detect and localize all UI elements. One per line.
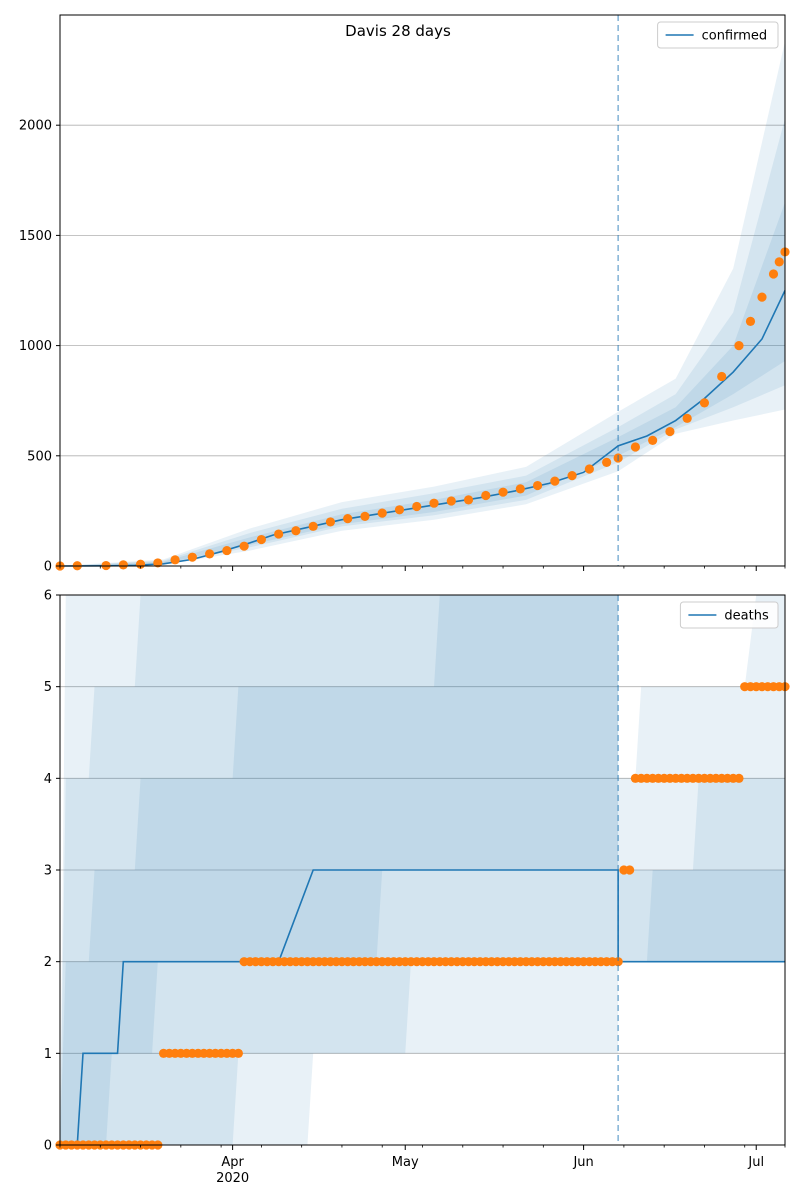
y-axis-ticks: 0 1 2 3 4 5 6: [44, 589, 60, 1154]
observed-point: [446, 496, 456, 506]
observed-point: [118, 560, 128, 570]
y-tick-label: 1: [44, 1047, 52, 1062]
observed-point: [343, 514, 353, 524]
x-tick-label: Jul: [747, 1155, 764, 1170]
observed-point: [757, 292, 767, 302]
axes-border: [59, 14, 786, 567]
legend: deaths: [679, 601, 779, 629]
y-tick-label: 0: [44, 560, 52, 575]
y-tick-label: 1000: [19, 339, 52, 354]
observed-point: [481, 490, 491, 501]
observed-points: [55, 682, 790, 1150]
observed-point: [153, 558, 163, 568]
observed-point: [515, 484, 525, 494]
x-axis-ticks: [59, 566, 786, 571]
observed-point: [135, 559, 146, 569]
observed-point: [584, 464, 594, 474]
y-tick-label: 4: [44, 772, 52, 787]
confidence-bands: [60, 41, 785, 567]
legend-label: confirmed: [702, 29, 768, 44]
observed-point: [774, 257, 784, 267]
observed-point: [291, 526, 301, 536]
x-tick-label: Jun: [572, 1155, 593, 1170]
observed-point: [682, 413, 692, 423]
observed-point: [239, 541, 249, 551]
observed-point: [360, 511, 370, 522]
observed-point: [550, 476, 560, 486]
x-tick-label: Apr: [221, 1155, 244, 1170]
observed-point: [648, 435, 658, 445]
observed-point: [625, 865, 635, 875]
y-tick-label: 5: [44, 680, 52, 695]
model-line-path: [59, 290, 786, 567]
observed-point: [665, 426, 675, 437]
observed-point: [734, 341, 744, 351]
x-tick-label: May: [392, 1155, 419, 1170]
observed-point: [308, 521, 318, 531]
observed-point: [699, 398, 710, 408]
observed-point: [768, 269, 779, 279]
observed-point: [429, 498, 439, 508]
confidence-band: [60, 41, 785, 567]
y-axis-ticks: 0 500 1000 1500 2000: [19, 119, 60, 575]
y-tick-label: 6: [44, 589, 52, 604]
legend-label: deaths: [724, 609, 769, 624]
observed-point: [602, 457, 612, 468]
legend-box: [679, 601, 779, 629]
confirmed-panel: 0 500 1000 1500 2000 Davis 28 days confirmed: [19, 14, 790, 575]
observed-point: [187, 552, 197, 562]
legend: confirmed: [657, 21, 779, 49]
model-line: [59, 290, 786, 567]
chart-title: Davis 28 days: [345, 22, 451, 40]
observed-point: [567, 471, 577, 481]
legend-box: [657, 21, 779, 49]
observed-point: [170, 555, 180, 565]
observed-point: [613, 957, 623, 967]
observed-point: [394, 505, 405, 515]
observed-point: [377, 508, 387, 518]
y-tick-label: 2000: [19, 119, 52, 134]
observed-point: [532, 480, 543, 491]
y-tick-label: 1500: [19, 229, 52, 244]
observed-point: [205, 549, 215, 559]
y-tick-label: 500: [27, 449, 52, 464]
axes-frame: [59, 14, 786, 567]
observed-points: [55, 247, 790, 571]
observed-point: [274, 529, 284, 539]
y-tick-label: 0: [44, 1139, 52, 1154]
observed-point: [463, 495, 474, 505]
y-tick-label: 2: [44, 955, 52, 970]
observed-point: [745, 316, 756, 326]
observed-point: [222, 545, 232, 556]
observed-point: [233, 1048, 243, 1058]
observed-point: [717, 371, 727, 382]
observed-point: [256, 534, 266, 545]
observed-point: [630, 442, 640, 452]
y-tick-label: 3: [44, 864, 52, 879]
observed-point: [734, 773, 744, 783]
observed-point: [498, 487, 508, 497]
observed-point: [325, 517, 336, 527]
confidence-band: [60, 118, 785, 566]
observed-point: [412, 501, 422, 512]
x-tick-sublabel: 2020: [216, 1171, 249, 1186]
